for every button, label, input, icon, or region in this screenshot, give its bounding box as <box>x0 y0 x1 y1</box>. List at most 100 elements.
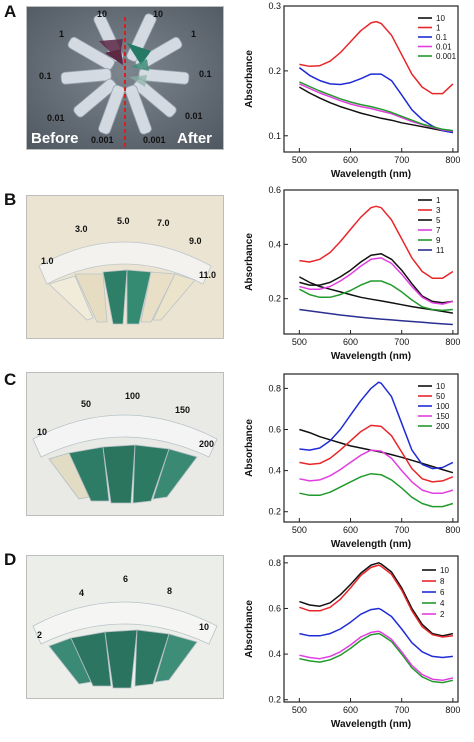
tube-label: 200 <box>199 439 214 449</box>
legend-label: 1 <box>436 196 441 205</box>
tube-label: 0.001 <box>143 135 166 145</box>
tube-label: 10 <box>37 427 47 437</box>
tube-label: 0.1 <box>199 69 212 79</box>
y-axis-label: Absorbance <box>244 419 255 477</box>
tube-label: 1 <box>59 29 64 39</box>
x-tick-label: 800 <box>445 705 460 715</box>
panel-letter-a: A <box>4 2 17 21</box>
series-line-100 <box>299 381 454 470</box>
series-line-0.001 <box>299 81 453 132</box>
series-line-2 <box>299 630 454 682</box>
photo-panel-d: 2 4 6 8 10 <box>26 555 224 699</box>
panel-letter-b: B <box>4 190 17 209</box>
x-tick-label: 600 <box>343 525 358 535</box>
tube-label: 3.0 <box>75 224 88 234</box>
tube-label: 7.0 <box>157 218 170 228</box>
legend-label: 8 <box>440 577 445 586</box>
x-tick-label: 800 <box>445 155 460 165</box>
x-tick-label: 700 <box>394 337 409 347</box>
x-tick-label: 800 <box>445 525 460 535</box>
plot-frame <box>283 555 459 703</box>
y-axis-label: Absorbance <box>244 50 255 108</box>
plot-frame <box>283 373 459 523</box>
y-tick-label: 0.2 <box>268 294 281 304</box>
legend-label: 1 <box>436 24 441 33</box>
y-axis-label: Absorbance <box>244 600 255 658</box>
y-tick-label: 0.6 <box>268 185 281 195</box>
y-axis-label: Absorbance <box>244 233 255 291</box>
tube-label: 2 <box>37 630 42 640</box>
tube-label: 1.0 <box>41 256 54 266</box>
series-line-6 <box>299 607 453 659</box>
series-line-50 <box>299 424 454 483</box>
tube-label: 10 <box>153 9 163 19</box>
photo-panel-c: 10 50 100 150 200 <box>26 372 224 516</box>
x-tick-label: 700 <box>394 525 409 535</box>
photo-panel-b: 1.0 3.0 5.0 7.0 9.0 11.0 <box>26 195 224 339</box>
legend-label: 6 <box>440 588 445 597</box>
x-axis-label: Wavelength (nm) <box>331 719 411 730</box>
tube-label: 11.0 <box>199 270 216 280</box>
series-line-1 <box>299 276 454 314</box>
plot-frame <box>283 5 459 153</box>
legend-label: 10 <box>436 382 445 391</box>
after-label: After <box>177 130 212 147</box>
y-tick-label: 0.8 <box>268 383 281 393</box>
x-tick-label: 500 <box>292 705 307 715</box>
tube-label: 8 <box>167 586 172 596</box>
legend-label: 5 <box>436 216 441 225</box>
tube-label: 1 <box>191 29 196 39</box>
x-tick-label: 800 <box>445 337 460 347</box>
y-tick-label: 0.4 <box>268 466 281 476</box>
y-tick-label: 0.1 <box>268 131 281 141</box>
plot-frame <box>283 189 459 335</box>
x-tick-label: 500 <box>292 525 307 535</box>
series-line-0.1 <box>298 67 454 134</box>
tube-label: 100 <box>125 391 140 401</box>
tube-label: 9.0 <box>189 236 202 246</box>
x-tick-label: 500 <box>292 155 307 165</box>
tube-label: 0.001 <box>91 135 114 145</box>
legend-label: 3 <box>436 206 441 215</box>
y-tick-label: 0.4 <box>268 649 281 659</box>
series-line-7 <box>299 257 454 305</box>
x-tick-label: 600 <box>343 337 358 347</box>
before-label: Before <box>31 130 79 147</box>
x-tick-label: 600 <box>343 705 358 715</box>
series-line-150 <box>299 449 454 494</box>
x-tick-label: 700 <box>394 155 409 165</box>
tube-label: 4 <box>79 588 84 598</box>
tube-photo-b: 1.0 3.0 5.0 7.0 9.0 11.0 <box>27 196 223 338</box>
legend-label: 150 <box>436 412 450 421</box>
x-tick-label: 700 <box>394 705 409 715</box>
legend-label: 0.001 <box>436 52 457 61</box>
series-line-10 <box>299 562 454 637</box>
legend-label: 4 <box>440 599 445 608</box>
series-line-11 <box>299 308 453 326</box>
panel-letter-c: C <box>4 370 17 389</box>
tube-label: 0.01 <box>185 111 203 121</box>
series-line-3 <box>299 205 454 280</box>
y-tick-label: 0.8 <box>268 558 281 568</box>
tube-label: 10 <box>199 622 209 632</box>
y-tick-label: 0.4 <box>268 239 281 249</box>
series-line-10 <box>299 86 454 134</box>
series-line-1 <box>299 20 454 95</box>
tube-label: 0.1 <box>39 71 52 81</box>
tube-label: 0.01 <box>47 113 65 123</box>
series-line-200 <box>299 472 454 508</box>
series-line-8 <box>299 564 453 638</box>
photo-panel-a: 10 1 0.1 0.01 0.001 10 1 0.1 0.01 0.001 … <box>26 6 224 150</box>
legend-label: 10 <box>440 566 449 575</box>
series-line-5 <box>299 253 454 304</box>
panel-letter-d: D <box>4 550 17 569</box>
tube-label: 6 <box>123 574 128 584</box>
tube-photo-c: 10 50 100 150 200 <box>27 373 223 515</box>
legend-label: 0.01 <box>436 43 452 52</box>
legend-label: 100 <box>436 402 450 411</box>
x-axis-label: Wavelength (nm) <box>331 169 411 180</box>
x-axis-label: Wavelength (nm) <box>331 539 411 550</box>
tube-label: 10 <box>97 9 107 19</box>
legend-label: 11 <box>436 246 445 255</box>
